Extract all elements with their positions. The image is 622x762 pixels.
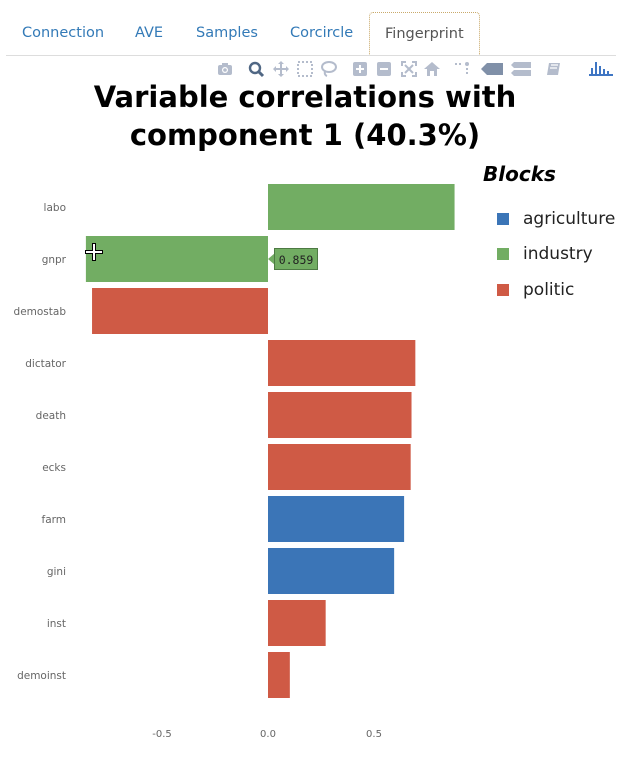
- plotly-edit-icon[interactable]: [545, 60, 563, 78]
- y-tick-label-gnpr: gnpr: [42, 254, 67, 266]
- reset-axes-icon[interactable]: [423, 60, 441, 78]
- bar-demoinst[interactable]: [268, 652, 290, 698]
- hover-compare-icon[interactable]: [510, 60, 532, 78]
- tab-ave[interactable]: AVE: [135, 25, 164, 41]
- bar-inst[interactable]: [268, 600, 326, 646]
- plot-modebar: [0, 60, 622, 80]
- spike-lines-icon[interactable]: [453, 60, 471, 78]
- y-tick-label-inst: inst: [47, 618, 66, 630]
- plotly-logo-icon[interactable]: [588, 60, 614, 78]
- bar-demostab[interactable]: [92, 288, 268, 334]
- pan-icon[interactable]: [272, 60, 290, 78]
- legend-item-agriculture[interactable]: agriculture: [497, 209, 615, 229]
- bar-dictator[interactable]: [268, 340, 416, 386]
- legend-item-industry[interactable]: industry: [497, 244, 593, 264]
- legend-label-politic: politic: [523, 280, 575, 300]
- legend-swatch-politic: [497, 284, 509, 296]
- lasso-icon[interactable]: [320, 60, 338, 78]
- chart-title-line2: component 1 (40.3%): [129, 118, 481, 152]
- legend-swatch-agriculture: [497, 213, 509, 225]
- legend-item-politic[interactable]: politic: [497, 280, 574, 300]
- y-tick-label-ecks: ecks: [42, 462, 66, 474]
- bar-labo[interactable]: [268, 184, 455, 230]
- camera-icon[interactable]: [216, 60, 234, 78]
- chart-title: Variable correlations with component 1 (…: [88, 78, 522, 154]
- crosshair-cursor-icon: [85, 243, 103, 261]
- legend-label-agriculture: agriculture: [523, 209, 616, 229]
- bar-death[interactable]: [268, 392, 412, 438]
- tab-bar: Connection AVE Samples Corcircle Fingerp…: [6, 12, 616, 56]
- zoom-icon[interactable]: [247, 60, 265, 78]
- zoom-out-icon[interactable]: [375, 60, 393, 78]
- legend-title: Blocks: [483, 162, 556, 186]
- y-tick-label-labo: labo: [44, 202, 66, 214]
- hover-label-arrow: [268, 253, 275, 265]
- y-tick-label-demoinst: demoinst: [17, 670, 66, 682]
- legend-label-industry: industry: [523, 244, 593, 264]
- y-tick-label-demostab: demostab: [14, 306, 67, 318]
- tab-fingerprint[interactable]: Fingerprint: [369, 12, 480, 55]
- chart-title-line1: Variable correlations with: [93, 80, 517, 114]
- tab-corcircle[interactable]: Corcircle: [290, 25, 354, 41]
- bar-gini[interactable]: [268, 548, 395, 594]
- x-tick-label: 0.5: [366, 729, 382, 740]
- y-tick-label-death: death: [36, 410, 66, 422]
- hover-closest-icon[interactable]: [480, 60, 504, 78]
- bar-gnpr[interactable]: [85, 236, 268, 282]
- legend-swatch-industry: [497, 248, 509, 260]
- box-select-icon[interactable]: [296, 60, 314, 78]
- bar-farm[interactable]: [268, 496, 405, 542]
- y-tick-label-farm: farm: [42, 514, 67, 526]
- tab-samples[interactable]: Samples: [196, 25, 258, 41]
- hover-label: 0.859: [274, 248, 318, 270]
- y-tick-label-gini: gini: [47, 566, 66, 578]
- zoom-in-icon[interactable]: [351, 60, 369, 78]
- tab-connection[interactable]: Connection: [22, 25, 105, 41]
- x-tick-label: 0.0: [260, 729, 276, 740]
- x-tick-label: -0.5: [152, 729, 172, 740]
- autoscale-icon[interactable]: [400, 60, 418, 78]
- bar-ecks[interactable]: [268, 444, 411, 490]
- y-tick-label-dictator: dictator: [25, 358, 66, 370]
